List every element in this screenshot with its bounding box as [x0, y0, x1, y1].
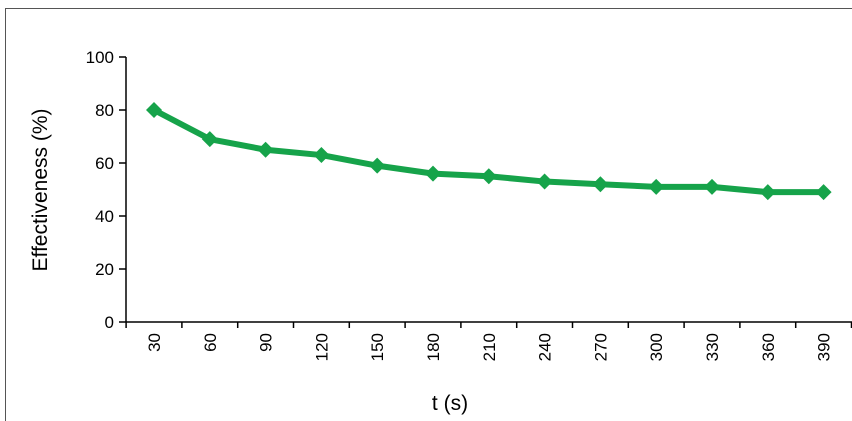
x-tick-label: 390 [815, 333, 834, 361]
x-tick-label: 60 [201, 333, 220, 352]
y-tick-label: 0 [105, 313, 114, 332]
data-point-marker [759, 184, 776, 201]
x-tick-label: 270 [591, 333, 610, 361]
x-tick-label: 240 [536, 333, 555, 361]
data-point-marker [201, 131, 218, 148]
data-point-marker [369, 157, 386, 174]
data-point-marker [536, 173, 553, 190]
x-ticks: 30 60 90 120 150 180 210 240 270 300 330 360 390 [125, 322, 852, 361]
data-point-marker [648, 178, 665, 195]
x-tick-label: 330 [703, 333, 722, 361]
data-point-marker [704, 178, 720, 195]
data-point-marker [257, 141, 274, 158]
frame-left-border [5, 8, 6, 421]
x-tick-label: 180 [424, 333, 443, 361]
x-tick-label: 120 [312, 333, 331, 361]
x-tick-label: 210 [480, 333, 499, 361]
data-point-marker [480, 168, 497, 185]
x-tick-label: 360 [759, 333, 778, 361]
y-axis-title: Effectiveness (%) [29, 108, 52, 271]
y-tick-label: 20 [95, 260, 114, 279]
x-tick-label: 90 [257, 333, 276, 352]
y-tick-label: 80 [95, 101, 114, 120]
series-group [146, 102, 832, 201]
y-tick-label: 60 [95, 154, 114, 173]
x-axis-title: t (s) [432, 392, 468, 415]
data-point-marker [146, 102, 162, 118]
data-point-marker [425, 165, 441, 182]
x-tick-label: 300 [647, 333, 666, 361]
data-point-marker [313, 147, 330, 164]
y-tick-label: 100 [86, 48, 114, 67]
data-point-marker [592, 176, 609, 193]
axes [125, 57, 852, 323]
x-tick-label: 150 [368, 333, 387, 361]
x-tick-label: 30 [145, 333, 164, 352]
data-point-marker [815, 184, 832, 201]
y-ticks: 0 20 40 60 80 100 [86, 48, 126, 332]
y-tick-label: 40 [95, 207, 114, 226]
frame-top-border [5, 8, 852, 9]
